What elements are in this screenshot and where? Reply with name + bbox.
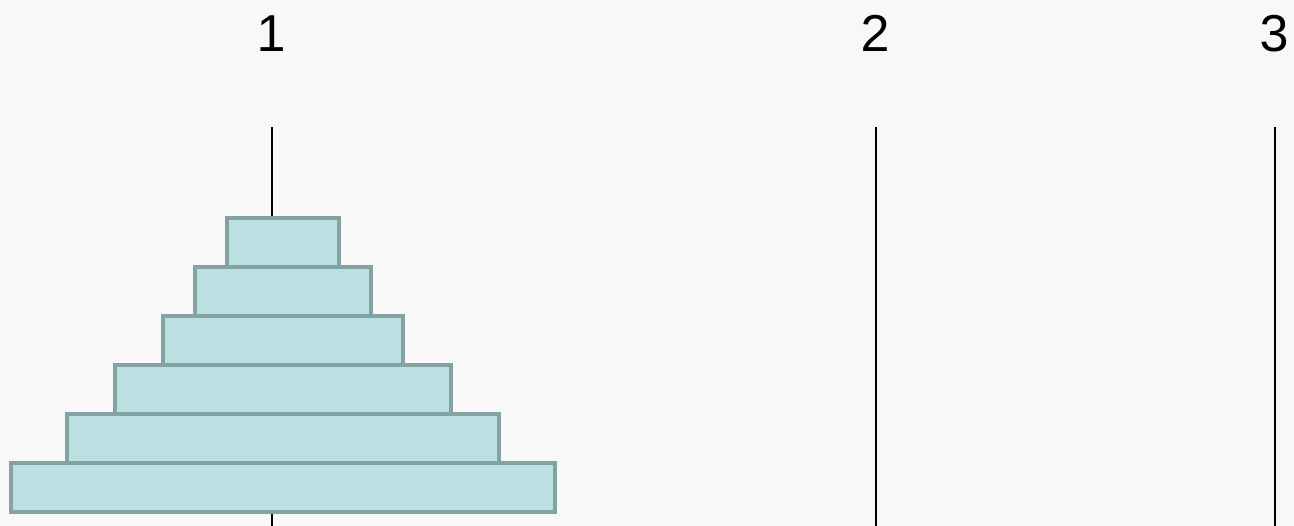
peg-label-2: 2 (860, 5, 890, 63)
disk-1[interactable] (225, 216, 341, 269)
disk-6[interactable] (9, 461, 557, 514)
peg-label-3: 3 (1259, 5, 1289, 63)
peg-rod-2[interactable] (875, 127, 877, 526)
disk-2[interactable] (193, 265, 373, 318)
disk-4[interactable] (113, 363, 453, 416)
peg-rod-3[interactable] (1274, 127, 1276, 526)
peg-label-1: 1 (256, 5, 286, 63)
disk-3[interactable] (161, 314, 405, 367)
disk-5[interactable] (65, 412, 501, 465)
